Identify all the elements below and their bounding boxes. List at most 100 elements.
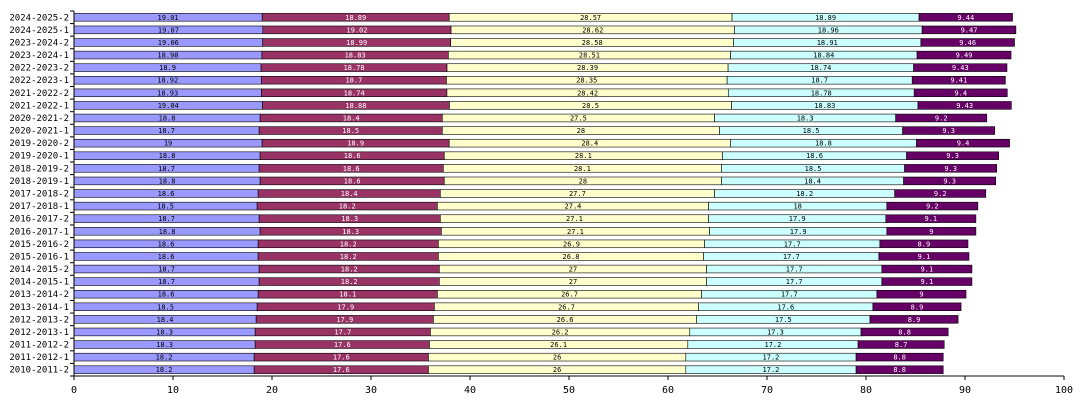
- data-label: 9.1: [921, 278, 934, 286]
- x-tick-label: 0: [71, 385, 77, 396]
- data-label: 9.46: [959, 39, 976, 47]
- data-label: 18.6: [158, 240, 175, 248]
- bar-segment-5: [857, 340, 945, 349]
- data-label: 8.9: [918, 240, 931, 248]
- data-label: 18: [793, 203, 801, 211]
- data-label: 8.7: [895, 341, 908, 349]
- data-label: 19.07: [158, 26, 179, 34]
- data-label: 19.02: [346, 26, 367, 34]
- data-label: 17.2: [763, 354, 780, 362]
- category-label: 2014-2015-1: [9, 278, 69, 288]
- x-tick-label: 20: [266, 385, 278, 396]
- bar-segment-5: [876, 289, 967, 299]
- category-label: 2014-2015-2: [9, 265, 69, 275]
- x-tick-label: 10: [167, 385, 179, 396]
- x-tick-label: 50: [563, 385, 575, 396]
- bar-segment-5: [918, 13, 1013, 22]
- data-label: 28.35: [576, 77, 597, 85]
- data-label: 28.62: [582, 26, 603, 34]
- data-label: 18.6: [158, 190, 175, 198]
- category-label: 2018-2019-1: [9, 177, 69, 187]
- bar-segment-5: [916, 50, 1012, 60]
- data-label: 17.2: [763, 366, 780, 374]
- category-label: 2018-2019-2: [9, 164, 69, 174]
- bar-segment-5: [911, 76, 1006, 85]
- data-label: 9.49: [956, 52, 973, 60]
- data-label: 26.2: [552, 328, 569, 336]
- data-label: 18.92: [157, 77, 178, 85]
- x-tick-label: 70: [761, 385, 773, 396]
- data-label: 18.8: [159, 177, 176, 185]
- data-label: 18.2: [156, 366, 173, 374]
- data-label: 9.41: [950, 77, 967, 85]
- data-label: 18.3: [341, 215, 358, 223]
- data-label: 26.7: [561, 291, 578, 299]
- data-label: 18.74: [344, 89, 365, 97]
- bar-segment-5: [913, 63, 1008, 72]
- data-label: 9.47: [961, 26, 978, 34]
- data-label: 9.1: [921, 266, 934, 274]
- data-label: 18.5: [803, 127, 820, 135]
- data-label: 18.96: [818, 26, 839, 34]
- bar-segment-5: [904, 164, 997, 173]
- data-label: 26: [553, 354, 561, 362]
- data-label: 17.9: [336, 316, 353, 324]
- data-label: 18.7: [158, 127, 175, 135]
- data-label: 27.5: [570, 114, 587, 122]
- data-label: 18.8: [815, 140, 832, 148]
- data-label: 9.4: [957, 140, 970, 148]
- data-label: 18.88: [345, 102, 366, 110]
- data-label: 9.2: [934, 190, 947, 198]
- data-label: 18.8: [159, 228, 176, 236]
- category-label: 2019-2020-2: [9, 139, 69, 149]
- category-label: 2015-2016-1: [9, 252, 69, 262]
- category-label: 2023-2024-2: [9, 38, 69, 48]
- data-label: 18.98: [157, 52, 178, 60]
- category-label: 2013-2014-2: [9, 290, 69, 300]
- data-label: 26.9: [563, 240, 580, 248]
- data-label: 9.44: [957, 14, 974, 22]
- data-label: 9.3: [943, 177, 956, 185]
- category-label: 2017-2018-1: [9, 202, 69, 212]
- category-label: 2012-2013-1: [9, 328, 69, 338]
- data-label: 18.5: [157, 303, 174, 311]
- data-label: 17.3: [767, 328, 784, 336]
- data-label: 18.2: [339, 203, 356, 211]
- data-label: 9.3: [944, 165, 957, 173]
- data-label: 18.3: [156, 341, 173, 349]
- data-label: 18.2: [796, 190, 813, 198]
- data-label: 17.7: [784, 240, 801, 248]
- category-label: 2022-2023-2: [9, 64, 69, 74]
- bar-segment-5: [855, 365, 944, 374]
- bar-segment-5: [895, 113, 988, 123]
- data-label: 9.2: [935, 114, 948, 122]
- data-label: 28.1: [575, 152, 592, 160]
- category-label: 2017-2018-2: [9, 190, 69, 200]
- data-label: 18.3: [797, 114, 814, 122]
- bar-segment-5: [860, 327, 949, 337]
- data-label: 18.7: [811, 77, 828, 85]
- bar-segment-5: [902, 126, 996, 135]
- x-tick-label: 60: [662, 385, 674, 396]
- data-label: 9.4: [954, 89, 967, 97]
- data-label: 9: [929, 228, 933, 236]
- data-label: 27.1: [566, 215, 583, 223]
- data-label: 17.6: [334, 341, 351, 349]
- data-label: 27: [569, 266, 577, 274]
- data-label: 8.8: [893, 354, 906, 362]
- bar-segment-5: [913, 88, 1008, 98]
- data-label: 8.9: [911, 303, 924, 311]
- bar-segment-5: [879, 239, 969, 249]
- data-label: 17.6: [777, 303, 794, 311]
- data-label: 18.2: [341, 266, 358, 274]
- data-label: 18.6: [806, 152, 823, 160]
- data-label: 28.42: [577, 89, 598, 97]
- data-label: 18.89: [345, 14, 366, 22]
- bar-segment-5: [886, 227, 977, 236]
- data-label: 18.3: [342, 228, 359, 236]
- bar-segment-5: [921, 25, 1017, 35]
- data-label: 18.7: [158, 165, 175, 173]
- data-label: 9.43: [956, 102, 973, 110]
- data-label: 27.4: [565, 203, 582, 211]
